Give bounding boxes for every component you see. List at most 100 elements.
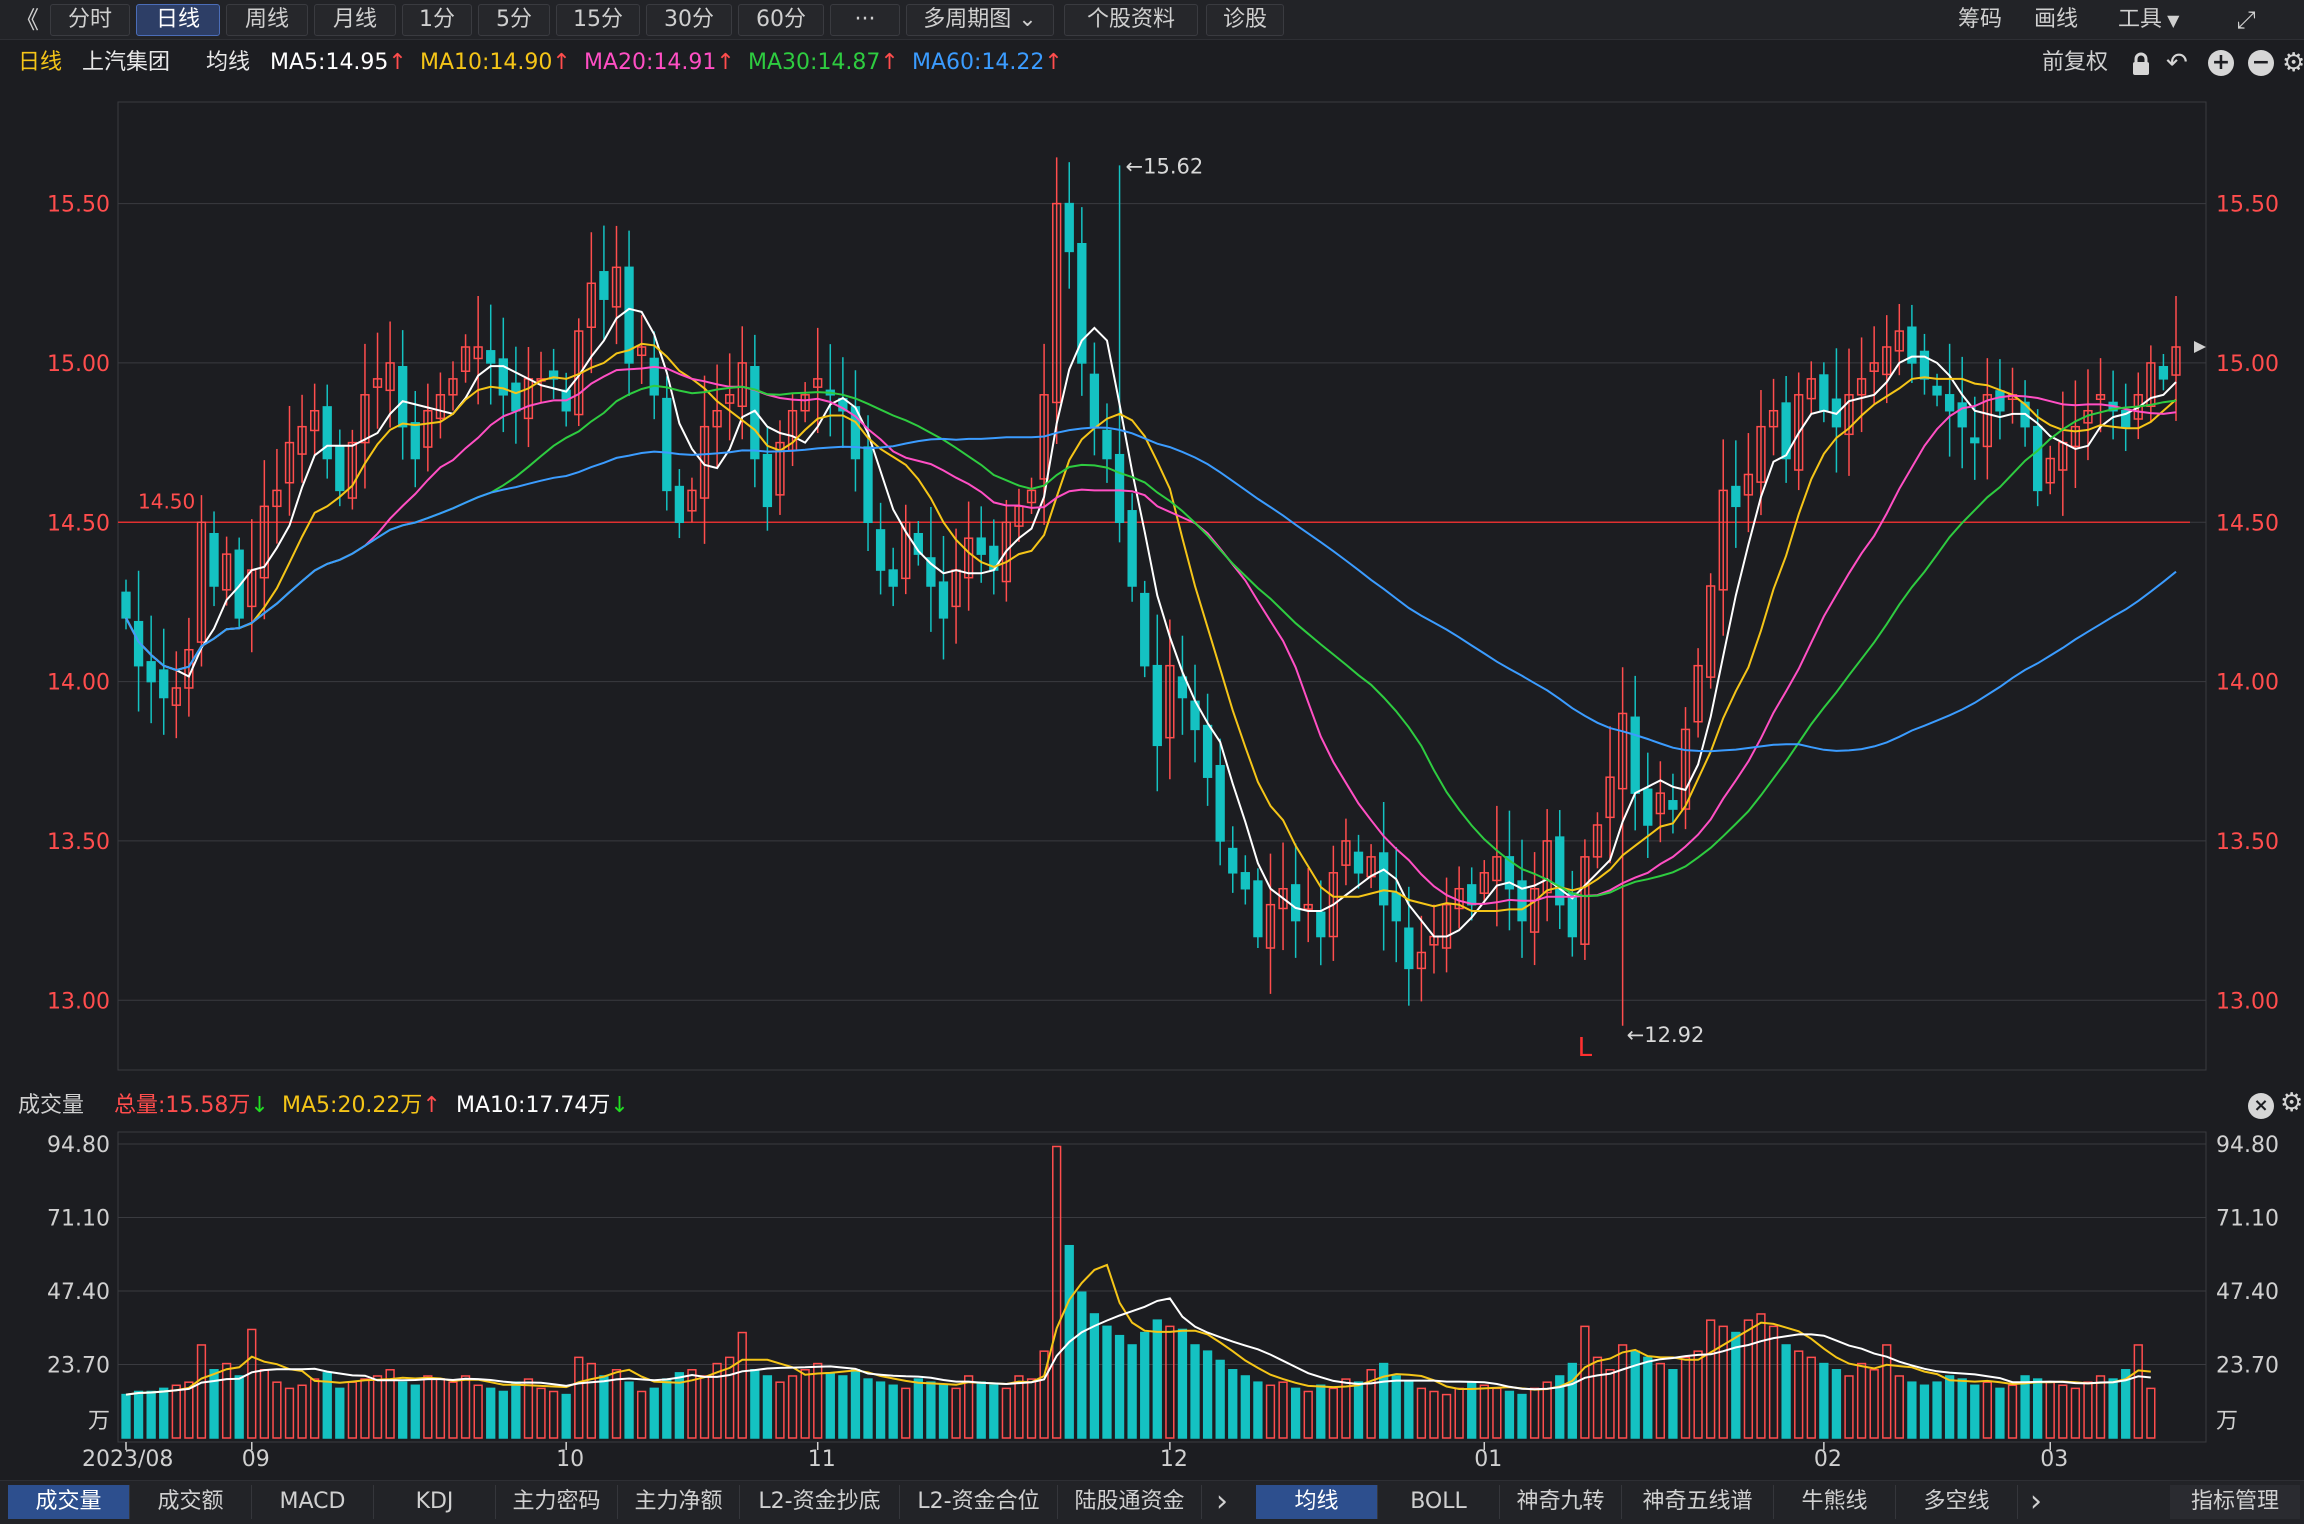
up-arrow-icon: ↑ (880, 50, 899, 75)
volume-bar (146, 1390, 156, 1439)
candle-body (1718, 489, 1728, 591)
draw-line-button[interactable]: 画线 (2034, 7, 2079, 32)
tab-long-short[interactable]: 多空线 (1896, 1485, 2018, 1519)
chips-button[interactable]: 筹码 (1958, 7, 2003, 32)
volume-bar (2121, 1369, 2131, 1439)
period-button-60min[interactable]: 60分 (738, 4, 824, 36)
tab-hk-connect[interactable]: 陆股通资金 (1058, 1485, 1202, 1519)
double-chevron-left-icon[interactable]: 《 (15, 6, 39, 34)
lock-icon[interactable] (2130, 52, 2152, 76)
period-button-daily[interactable]: 日线 (136, 4, 220, 36)
candle-body (1542, 840, 1552, 894)
volume-bar (1756, 1313, 1766, 1439)
volume-bar (423, 1375, 433, 1439)
diagnose-button[interactable]: 诊股 (1206, 4, 1284, 36)
volume-bar (448, 1381, 458, 1439)
candle-body (1089, 373, 1100, 428)
volume-bar (1114, 1334, 1125, 1439)
candle-body (1869, 362, 1879, 372)
volume-bar (1265, 1384, 1276, 1439)
volume-tick-label: 47.40 (47, 1280, 110, 1305)
tab-boll[interactable]: BOLL (1378, 1485, 1500, 1519)
volume-tick-label: 47.40 (2216, 1280, 2279, 1305)
volume-bar (699, 1375, 710, 1439)
candle-body (284, 441, 295, 484)
close-icon[interactable]: × (2248, 1093, 2274, 1119)
volume-ma5: MA5:20.22万↑ (282, 1093, 441, 1118)
candle-body (121, 591, 131, 619)
volume-bar (775, 1381, 785, 1439)
period-button-30min[interactable]: 30分 (646, 4, 732, 36)
tab-turnover[interactable]: 成交额 (130, 1485, 252, 1519)
volume-bar (548, 1390, 559, 1439)
volume-bar (1731, 1331, 1741, 1439)
period-button-monthly[interactable]: 月线 (314, 4, 396, 36)
candle-body (976, 537, 986, 555)
tools-label: 工具 (2118, 7, 2163, 32)
tab-ma[interactable]: 均线 (1256, 1485, 1378, 1519)
tab-volume[interactable]: 成交量 (8, 1485, 130, 1519)
tab-main-password[interactable]: 主力密码 (496, 1485, 618, 1519)
candle-body (146, 661, 156, 683)
expand-icon[interactable]: ⤢ (2236, 6, 2256, 34)
multi-period-button[interactable]: 多周期图 ⌄ (906, 4, 1054, 36)
tab-magic-five[interactable]: 神奇五线谱 (1622, 1485, 1774, 1519)
date-tick-label: 01 (1474, 1447, 1502, 1472)
volume-bar (2070, 1387, 2081, 1439)
volume-chart[interactable]: 94.80 94.80 71.10 71.10 47.40 47.40 23.70 23.70… (0, 1126, 2304, 1480)
zoom-in-icon[interactable]: + (2208, 50, 2234, 76)
tab-macd[interactable]: MACD (252, 1485, 374, 1519)
candle-body (1379, 852, 1389, 906)
tab-bull-bear[interactable]: 牛熊线 (1774, 1485, 1896, 1519)
candlestick-chart[interactable]: 15.50 15.00 14.50 14.00 13.50 13.00 15.50 15.0… (0, 84, 2304, 1084)
volume-bar (486, 1387, 496, 1439)
stock-info-button[interactable]: 个股资料 (1064, 4, 1198, 36)
period-button-fenshi[interactable]: 分时 (50, 4, 130, 36)
ma10-value: MA10:14.90↑ (420, 50, 571, 75)
candle-body (548, 370, 559, 380)
settings-icon[interactable]: ⚙ (2280, 1088, 2304, 1118)
candle-body (1580, 856, 1590, 945)
volume-bar (1202, 1350, 1213, 1439)
volume-panel-frame (117, 1131, 2207, 1443)
volume-tick-label: 71.10 (47, 1207, 110, 1232)
candle-body (674, 485, 685, 524)
tab-l2-bottom[interactable]: L2-资金抄底 (740, 1485, 900, 1519)
candle-body (938, 581, 949, 619)
candle-body (1416, 951, 1427, 970)
candle-body (624, 266, 634, 364)
volume-bar (2033, 1378, 2043, 1439)
tab-main-net[interactable]: 主力净额 (618, 1485, 740, 1519)
indicator-manage-button[interactable]: 指标管理 (2170, 1485, 2300, 1519)
period-button-5min[interactable]: 5分 (478, 4, 550, 36)
candle-body (1567, 892, 1577, 938)
period-button-weekly[interactable]: 周线 (226, 4, 308, 36)
candle-body (1693, 664, 1703, 723)
chevron-right-icon[interactable]: › (2030, 1484, 2042, 1519)
undo-icon[interactable]: ↶ (2166, 48, 2188, 78)
settings-icon[interactable]: ⚙ (2282, 48, 2304, 78)
tab-l2-position[interactable]: L2-资金合位 (900, 1485, 1058, 1519)
candle-body (1001, 521, 1012, 583)
candle-body (1919, 350, 1930, 380)
volume-bar (1416, 1387, 1427, 1439)
candle-body (448, 378, 458, 396)
tools-button[interactable]: 工具 ▼ (2118, 4, 2179, 36)
volume-bar (1353, 1381, 1364, 1439)
volume-bar (2133, 1344, 2143, 1439)
volume-bar (850, 1369, 861, 1439)
zoom-out-icon[interactable]: − (2248, 50, 2274, 76)
volume-bar (863, 1378, 873, 1439)
volume-bar (1341, 1378, 1351, 1439)
tab-kdj[interactable]: KDJ (374, 1485, 496, 1519)
period-button-15min[interactable]: 15分 (556, 4, 640, 36)
period-button-1min[interactable]: 1分 (402, 4, 472, 36)
tab-magic-nine[interactable]: 神奇九转 (1500, 1485, 1622, 1519)
chevron-right-icon[interactable]: › (1216, 1484, 1228, 1519)
price-tick-label: 14.00 (2216, 671, 2279, 696)
more-periods-button[interactable]: ··· (830, 4, 900, 36)
adjust-mode-button[interactable]: 前复权 (2042, 50, 2109, 75)
volume-bar (1932, 1381, 1942, 1439)
price-tick-label: 13.50 (47, 830, 110, 855)
volume-bar (1781, 1344, 1791, 1439)
